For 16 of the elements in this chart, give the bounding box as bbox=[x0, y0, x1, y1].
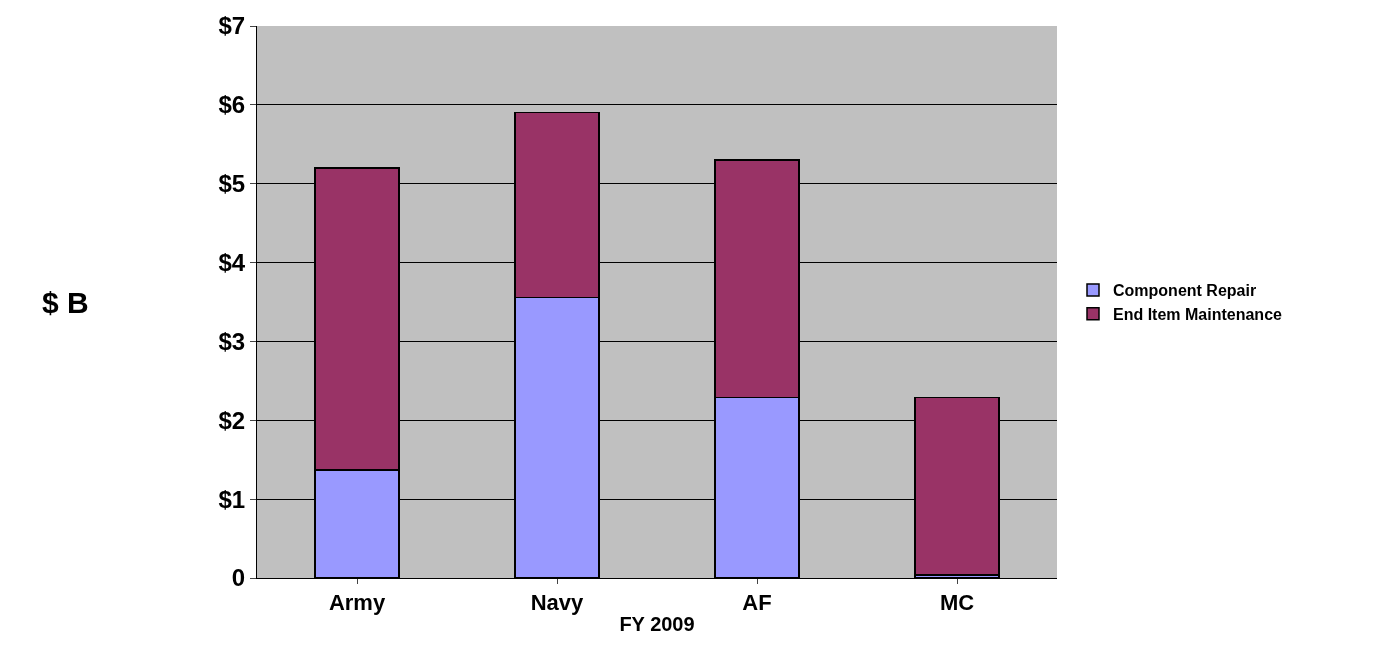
x-tick-label: Navy bbox=[530, 590, 585, 616]
legend-label: Component Repair bbox=[1113, 282, 1257, 300]
x-axis-title: FY 2009 bbox=[619, 612, 695, 635]
y-tick-label: $6 bbox=[218, 91, 246, 119]
x-tick-label: Army bbox=[328, 590, 386, 616]
y-axis-title: $ B bbox=[42, 286, 89, 319]
y-tick-label: $4 bbox=[218, 248, 246, 276]
y-tick-label: $2 bbox=[218, 406, 246, 434]
y-tick-label: 0 bbox=[231, 564, 246, 592]
y-tick-label: $5 bbox=[218, 170, 246, 198]
x-tick-label: AF bbox=[742, 590, 772, 616]
y-tick-label: $3 bbox=[218, 327, 246, 355]
x-tick-label: MC bbox=[939, 590, 975, 616]
y-tick-label: $1 bbox=[218, 485, 246, 513]
legend-label: End Item Maintenance bbox=[1113, 305, 1283, 323]
y-tick-label: $7 bbox=[218, 12, 246, 40]
